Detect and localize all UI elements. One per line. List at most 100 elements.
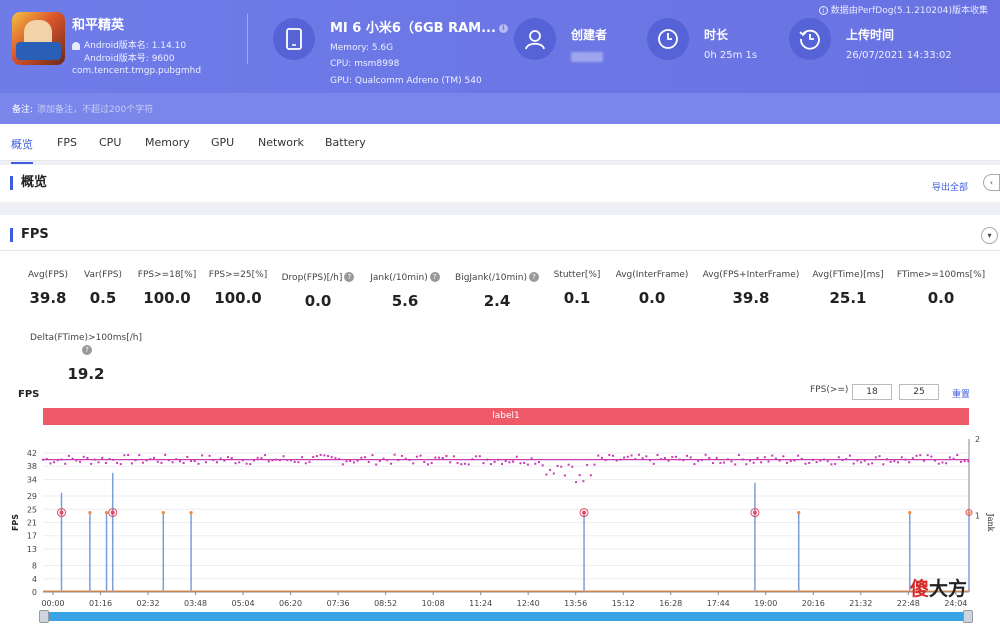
fps-point [538,461,541,464]
fps-point [782,455,785,458]
metric-value: 25.1 [829,289,867,307]
fps-point [171,461,174,464]
fps-point [330,456,333,459]
fps-point [723,461,726,464]
fps-point [871,462,874,465]
fps-point [327,455,330,458]
fps-point [352,461,355,464]
metric-4: Drop(FPS)[/h]? 0.0 [258,270,378,310]
fps-point [589,474,592,477]
tab-cpu[interactable]: CPU [99,136,122,149]
x-tick-label: 07:36 [327,599,350,608]
fps-point [53,461,56,464]
slider-handle-left[interactable] [39,610,49,623]
fps-point [834,462,837,465]
fps-point [660,458,663,461]
help-icon[interactable]: ? [429,272,440,282]
data-source-note: i 数据由PerfDog(5.1.210204)版本收集 [818,3,988,16]
fps-point [734,463,737,466]
fps-point [389,462,392,465]
fps-point [597,454,600,457]
help-icon[interactable]: ? [528,272,539,282]
y-tick-label: 13 [27,545,37,554]
fps-point [945,462,948,465]
section-divider [0,250,1000,251]
package-name: com.tencent.tmgp.pubgmhd [72,66,202,76]
fps-point [93,458,96,461]
tab-memory[interactable]: Memory [145,136,190,149]
fps-point [926,454,929,457]
help-icon[interactable]: ? [344,272,355,282]
metric-value: 0.1 [563,289,591,307]
fps-threshold-input-2[interactable] [899,384,939,400]
tab-gpu[interactable]: GPU [211,136,235,149]
fps-point [508,461,511,464]
metric-3: FPS>=25[%] 100.0 [178,270,298,307]
x-tick-label: 12:40 [517,599,540,608]
upload-time-value: 26/07/2021 14:33:02 [846,50,952,61]
fps-point [323,454,326,457]
fps-point [130,462,133,465]
fps-point [500,462,503,465]
fps-point [837,456,840,459]
fps-point [634,458,637,461]
fps-point [467,463,470,466]
tab-overview[interactable]: 概览 [11,138,33,164]
fps-point [582,480,585,483]
device-cpu: CPU: msm8998 [330,59,400,69]
fps-point [530,457,533,460]
slider-handle-right[interactable] [963,610,973,623]
y-tick-label: 0 [32,588,37,597]
fps-point [911,457,914,460]
jank-marker [967,510,971,515]
note-bar[interactable]: 备注: 添加备注，不超过200个字符 [0,93,1000,124]
fps-point [75,459,78,462]
fps-point [164,453,167,456]
fps-point [882,463,885,466]
fps-point [71,457,74,460]
export-all-link[interactable]: 导出全部 [931,183,968,193]
fps-point [264,454,267,457]
metric-value: 19.2 [67,365,105,383]
fps-point [860,461,863,464]
fps-point [793,459,796,462]
tab-battery[interactable]: Battery [325,136,366,149]
x-tick-label: 08:52 [374,599,397,608]
fps-point [763,456,766,459]
metric-label: Jank(/10min) [370,273,428,283]
fps-point [345,460,348,463]
fps-point [678,458,681,461]
tab-network[interactable]: Network [258,136,304,149]
fps-point [885,458,888,461]
time-range-slider[interactable] [39,610,973,623]
metric-label: Avg(InterFrame) [615,270,689,280]
fps-point [223,459,226,462]
note-input[interactable]: 添加备注，不超过200个字符 [37,105,154,115]
fps-point [752,461,755,464]
fps-point [375,463,378,466]
fps-point [645,455,648,458]
fps-point [841,459,844,462]
reset-link[interactable]: 重置 [952,390,971,400]
device-gpu: GPU: Qualcomm Adreno (TM) 540 [330,76,482,86]
fps-chart[interactable]: 0 4 8 13 17 21 25 29 34 38 42 FPS Jank 1 2 00:00 01:16 02… [0,430,1000,610]
user-icon [514,18,556,60]
fps-point [512,460,515,463]
fps-point [948,456,951,459]
device-info-icon[interactable]: i [498,24,508,33]
fps-threshold-input-1[interactable] [852,384,892,400]
fps-point [275,458,278,461]
tab-fps[interactable]: FPS [57,136,77,149]
label-bar[interactable]: label1 [43,408,969,425]
fps-point [808,461,811,464]
fps-point [64,462,67,465]
collapse-down-icon[interactable]: ▾ [981,227,998,244]
fps-point [153,456,156,459]
fps-point [267,460,270,463]
help-icon[interactable]: ? [82,345,92,355]
fps-point [900,456,903,459]
metric-label: Var(FPS) [83,270,122,280]
fps-point [674,455,677,458]
fps-point [489,463,492,466]
collapse-left-icon[interactable]: ‹ [983,174,1000,191]
